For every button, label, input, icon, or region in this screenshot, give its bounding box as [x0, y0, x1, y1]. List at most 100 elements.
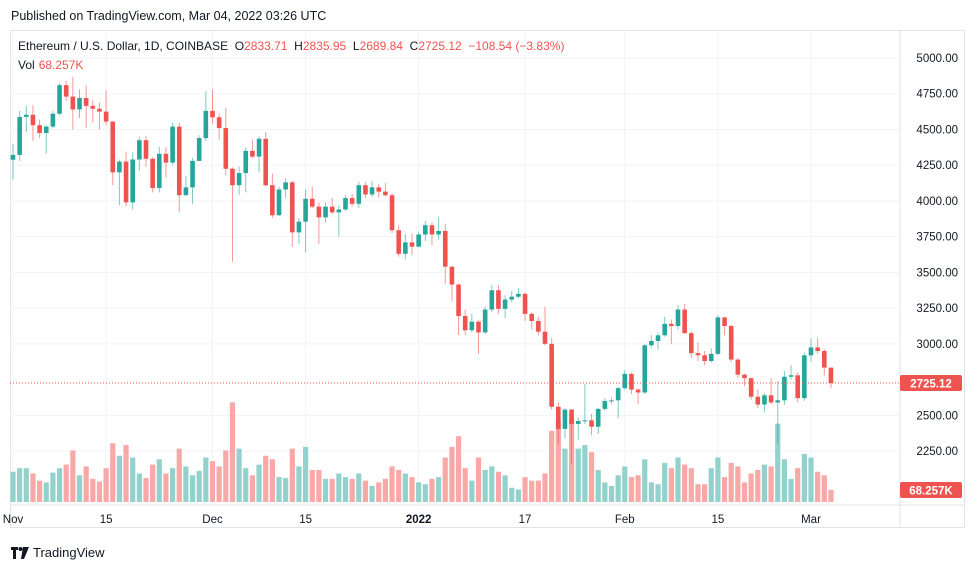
candle-body: [782, 376, 787, 401]
candle: [369, 180, 375, 197]
candle: [496, 285, 501, 314]
volume-bar: [362, 480, 369, 502]
candle: [43, 125, 49, 154]
volume-bar: [781, 459, 787, 502]
volume-bar: [402, 473, 408, 502]
candle-body: [536, 320, 541, 332]
open-label: O: [234, 39, 245, 53]
volume-bar: [17, 468, 23, 502]
candle-body: [190, 160, 195, 188]
candle: [695, 342, 701, 362]
volume-bar: [795, 468, 801, 502]
volume-bar: [249, 475, 255, 502]
last-volume-badge: 68.257K: [900, 482, 962, 498]
volume-bar: [150, 464, 156, 502]
volume-bar: [70, 450, 76, 502]
candle-body: [323, 206, 328, 218]
volume-bar: [216, 466, 222, 502]
candle-body: [529, 313, 534, 321]
volume-bar: [695, 484, 701, 502]
tradingview-logo-icon: [11, 546, 29, 559]
candle: [575, 417, 581, 440]
candle: [795, 372, 800, 403]
volume-bar: [442, 457, 448, 502]
candle-body: [176, 126, 182, 196]
candle-body: [476, 321, 481, 333]
candle: [309, 186, 315, 209]
volume-bar: [595, 469, 601, 502]
candle: [17, 110, 22, 161]
candle-body: [655, 335, 661, 342]
candle: [137, 136, 142, 171]
candle: [549, 338, 554, 410]
candle: [635, 388, 641, 404]
volume-bar: [269, 459, 275, 502]
volume-bar: [708, 468, 714, 502]
volume-bar: [63, 464, 69, 502]
candle: [556, 402, 561, 444]
candle-body: [83, 98, 89, 106]
volume-bar: [83, 466, 89, 502]
high-label: H: [294, 39, 303, 53]
change-value: −108.54 (−3.83%): [468, 39, 565, 53]
chart-frame: [10, 30, 965, 528]
volume-bar: [436, 477, 442, 502]
volume-bar: [76, 475, 83, 502]
open-value: 2833.71: [244, 39, 288, 53]
volume-bar: [183, 466, 189, 502]
candle: [602, 398, 608, 412]
volume-bar: [309, 469, 315, 502]
high-value: 2835.95: [302, 39, 347, 53]
candle-body: [363, 185, 368, 195]
volume-bar: [37, 480, 43, 502]
volume-bar: [628, 477, 635, 502]
candle-body: [203, 110, 209, 139]
candle-body: [256, 138, 262, 157]
candle-body: [103, 111, 109, 122]
candle-body: [436, 230, 441, 235]
time-tick-label: Dec: [202, 514, 223, 526]
volume-bar: [489, 466, 495, 502]
candle-body: [462, 315, 468, 331]
volume-bar: [622, 466, 628, 502]
candle: [609, 397, 614, 404]
volume-bar: [495, 471, 502, 502]
volume-bar: [655, 484, 661, 502]
price-axis[interactable]: 5000.00 4750.00 4500.00 4250.00 4000.00 3750.…: [916, 53, 958, 458]
candle: [715, 315, 721, 356]
candle: [482, 306, 488, 334]
time-axis[interactable]: Nov 15 Dec 15 2022 17 Feb 15 Mar: [3, 514, 821, 526]
candle-body: [396, 230, 401, 254]
candle-body: [822, 351, 827, 368]
candle-body: [57, 85, 62, 114]
candle: [409, 233, 415, 256]
volume-bar: [761, 464, 768, 502]
time-tick-label: 15: [712, 514, 725, 526]
candle: [788, 365, 794, 380]
candle-body: [150, 158, 155, 189]
price-tick-label: 4750.00: [916, 89, 958, 101]
low-value: 2689.84: [359, 39, 403, 53]
candle: [682, 303, 687, 334]
candle-body: [802, 355, 807, 399]
candle-body: [183, 187, 189, 196]
candle: [290, 180, 295, 247]
candle: [562, 408, 568, 439]
candle-body: [775, 400, 781, 403]
volume-label: Vol: [18, 58, 35, 72]
published-caption: Published on TradingView.com, Mar 04, 20…: [11, 9, 327, 23]
volume-bar: [329, 478, 335, 502]
volume-bar: [529, 480, 535, 502]
grid: [10, 31, 900, 505]
tradingview-logo[interactable]: TradingView: [11, 545, 105, 560]
volume-bar: [316, 469, 322, 502]
candle-body: [309, 198, 315, 207]
candle-body: [97, 108, 102, 112]
volume-bar: [356, 473, 362, 502]
volume-bar: [422, 484, 428, 502]
candle: [689, 330, 694, 359]
last-price-badge: 2725.12: [900, 375, 962, 391]
candle-body: [123, 161, 129, 203]
volume-bars: [10, 402, 834, 502]
